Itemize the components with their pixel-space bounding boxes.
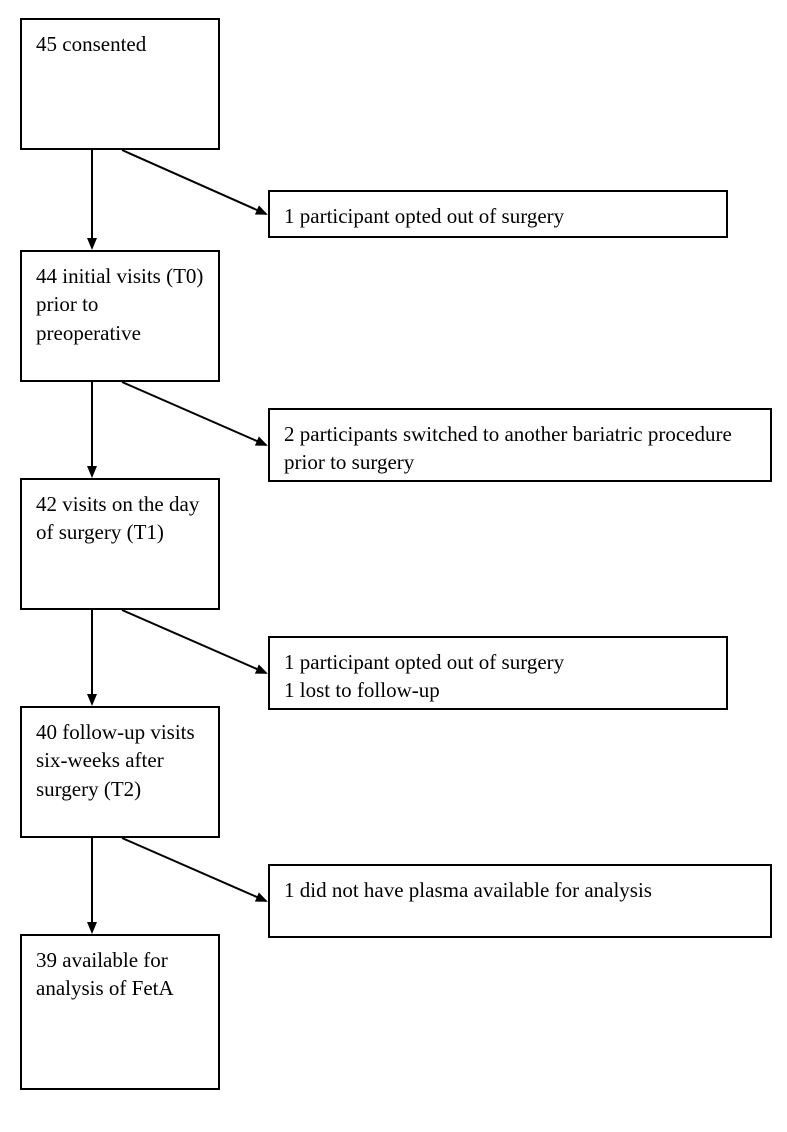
flow-node-text: 40 follow-up visits six-weeks after surg… [36, 718, 204, 803]
flow-edge [122, 838, 266, 901]
flow-node-text: 44 initial visits (T0) prior to preopera… [36, 262, 204, 347]
flow-node-text: 2 participants switched to another baria… [284, 420, 756, 477]
flow-node-n2: 44 initial visits (T0) prior to preopera… [20, 250, 220, 382]
flow-node-r2: 2 participants switched to another baria… [268, 408, 772, 482]
flow-edge [122, 150, 266, 214]
flow-node-n1: 45 consented [20, 18, 220, 150]
flow-node-n5: 39 available for analysis of FetA [20, 934, 220, 1090]
flow-node-r3: 1 participant opted out of surgery 1 los… [268, 636, 728, 710]
flowchart-canvas: 45 consented 44 initial visits (T0) prior… [0, 0, 787, 1132]
flow-edge [122, 610, 266, 673]
flow-node-n4: 40 follow-up visits six-weeks after surg… [20, 706, 220, 838]
flow-node-text: 1 participant opted out of surgery [284, 202, 564, 230]
flow-node-text: 45 consented [36, 30, 146, 58]
flow-edge [122, 382, 266, 445]
flow-node-text: 1 did not have plasma available for anal… [284, 876, 652, 904]
flow-node-text: 39 available for analysis of FetA [36, 946, 204, 1003]
flow-node-r4: 1 did not have plasma available for anal… [268, 864, 772, 938]
flow-node-text: 42 visits on the day of surgery (T1) [36, 490, 204, 547]
flow-node-n3: 42 visits on the day of surgery (T1) [20, 478, 220, 610]
flow-node-r1: 1 participant opted out of surgery [268, 190, 728, 238]
flow-node-text: 1 participant opted out of surgery 1 los… [284, 648, 564, 705]
